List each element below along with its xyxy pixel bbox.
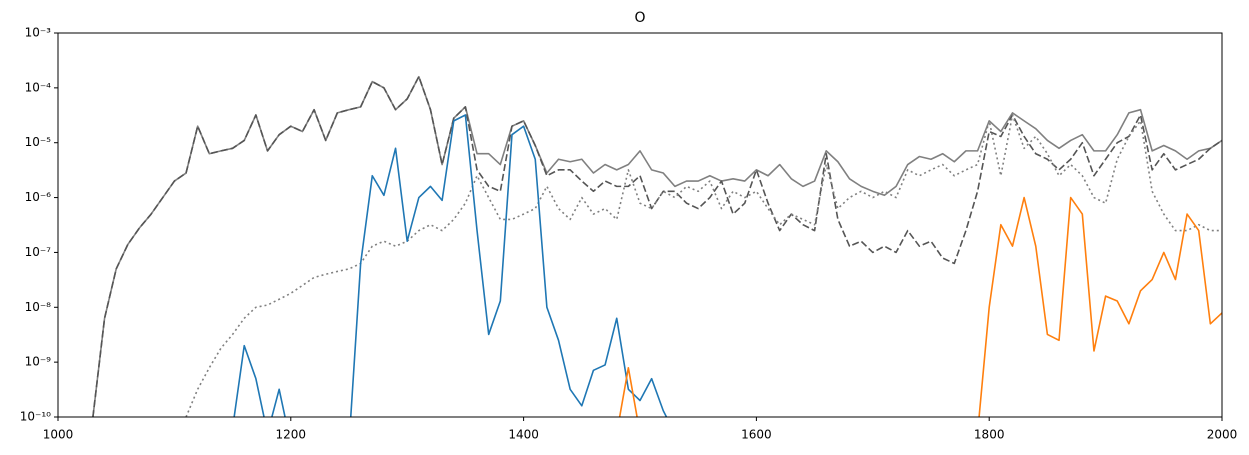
x-tick-label: 1200 xyxy=(276,428,307,442)
y-tick-label: 10⁻⁹ xyxy=(25,355,52,369)
plot-frame xyxy=(57,32,1223,418)
series-line xyxy=(92,75,1222,417)
x-tick-label: 1000 xyxy=(43,428,74,442)
x-tick-label: 1800 xyxy=(974,428,1005,442)
y-tick-label: 10⁻¹⁰ xyxy=(20,410,51,424)
y-tick-label: 10⁻⁸ xyxy=(25,300,52,314)
y-tick-label: 10⁻⁵ xyxy=(25,135,52,149)
x-tick-label: 1600 xyxy=(741,428,772,442)
y-tick-label: 10⁻⁴ xyxy=(25,80,52,94)
series-line xyxy=(92,75,1222,417)
series-line xyxy=(185,114,1222,417)
y-tick-label: 10⁻³ xyxy=(25,26,52,40)
series-line xyxy=(618,196,1222,417)
y-tick-label: 10⁻⁷ xyxy=(25,245,52,259)
series-line xyxy=(233,114,668,417)
chart-title: O xyxy=(634,10,645,26)
y-tick-label: 10⁻⁶ xyxy=(25,190,52,204)
x-tick-label: 1400 xyxy=(508,428,539,442)
plot-area xyxy=(92,75,1222,417)
x-tick-label: 2000 xyxy=(1207,428,1238,442)
